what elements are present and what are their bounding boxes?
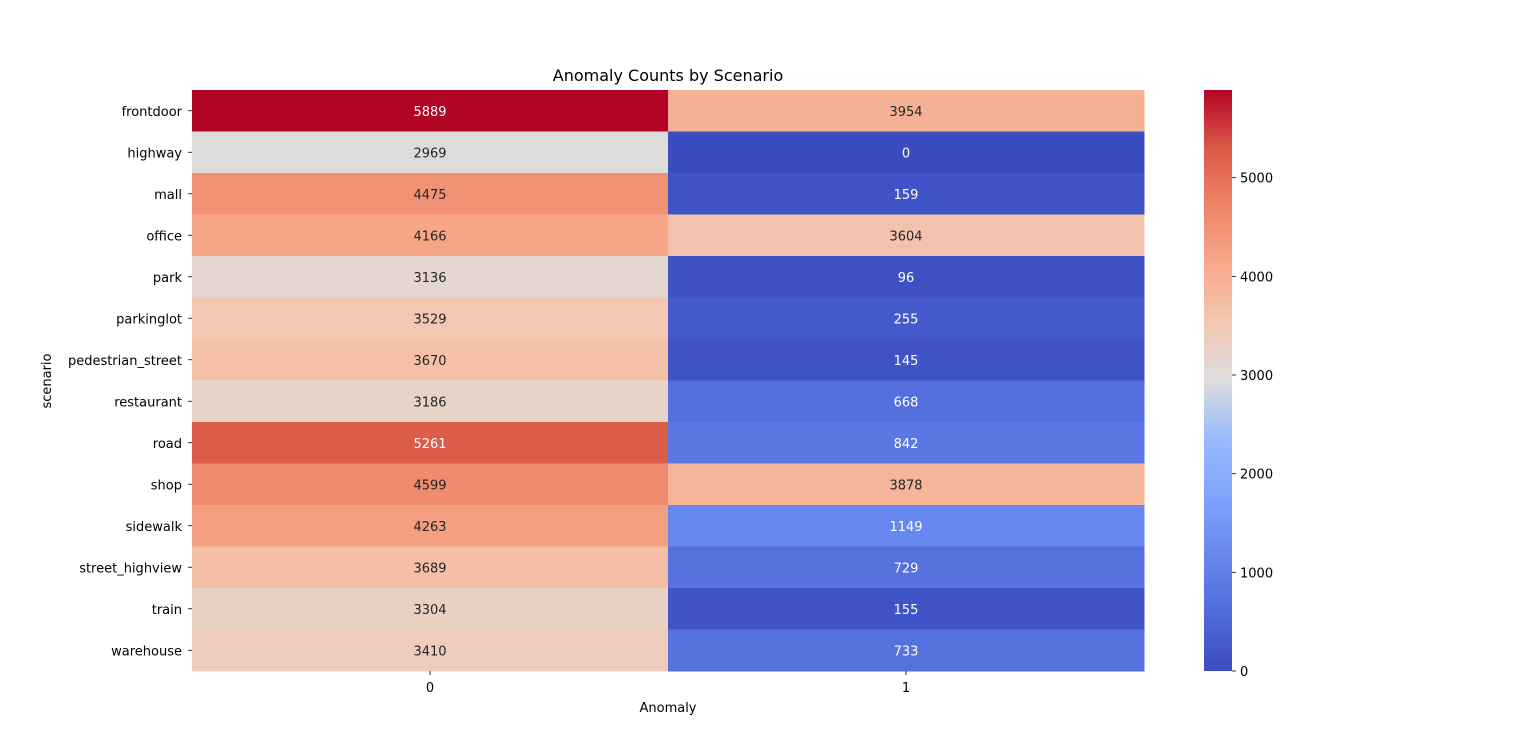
heatmap-cells: 5889 3954 2969 0 4475 159 4166 3604 3136 96 3529 25…: [192, 90, 1145, 672]
heatmap-cell: [668, 422, 1145, 464]
cell-value-label: 0: [902, 146, 910, 161]
heatmap-cell: [192, 173, 669, 215]
colorbar-tick-label: 0: [1240, 665, 1248, 680]
y-tick-label: pedestrian_street: [68, 354, 182, 369]
heatmap-cell: [668, 173, 1145, 215]
colorbar: [1204, 90, 1232, 671]
cell-value-label: 5261: [413, 437, 446, 452]
chart-title: Anomaly Counts by Scenario: [553, 66, 783, 85]
y-tick-label: sidewalk: [126, 520, 183, 535]
cell-value-label: 3529: [413, 312, 446, 327]
cell-value-label: 3186: [413, 395, 446, 410]
y-tick-label: office: [146, 229, 182, 244]
cell-value-label: 4599: [413, 478, 446, 493]
heatmap-cell: [192, 339, 669, 381]
colorbar-tick-label: 5000: [1240, 172, 1273, 187]
x-tick-label: 1: [902, 681, 910, 696]
heatmap-cell: [668, 463, 1145, 506]
heatmap-cell: [192, 214, 669, 257]
heatmap-cell: [192, 629, 669, 672]
cell-value-label: 3304: [413, 603, 446, 618]
cell-value-label: 3954: [889, 105, 922, 120]
cell-value-label: 3878: [889, 478, 922, 493]
heatmap-cell: [668, 214, 1145, 257]
heatmap-cell: [192, 505, 669, 547]
y-tick-label: street_highview: [79, 561, 182, 576]
heatmap-cell: [192, 546, 669, 589]
y-tick-label: warehouse: [111, 644, 182, 659]
y-tick-label: highway: [127, 146, 182, 161]
cell-value-label: 155: [894, 603, 919, 618]
colorbar-ticks: 0 1000 2000 3000 4000 5000: [1232, 172, 1273, 680]
cell-value-label: 3689: [413, 561, 446, 576]
colorbar-tick-label: 2000: [1240, 468, 1273, 483]
cell-value-label: 4166: [413, 229, 446, 244]
cell-value-label: 2969: [413, 146, 446, 161]
heatmap-cell: [192, 463, 669, 506]
heatmap-cell: [192, 256, 669, 298]
cell-value-label: 729: [894, 561, 919, 576]
y-tick-label: road: [153, 437, 182, 452]
heatmap-cell: [192, 380, 669, 423]
heatmap-cell: [668, 339, 1145, 381]
heatmap-cell: [192, 131, 669, 174]
heatmap-cell: [668, 90, 1145, 132]
heatmap-cell: [668, 297, 1145, 340]
heatmap-cell: [668, 131, 1145, 174]
heatmap-cell: [192, 90, 669, 132]
heatmap-cell: [668, 546, 1145, 589]
x-tick-label: 0: [426, 681, 434, 696]
y-tick-label: parkinglot: [116, 312, 182, 327]
cell-value-label: 145: [894, 354, 919, 369]
heatmap-cell: [192, 588, 669, 630]
y-tick-label: park: [153, 271, 183, 286]
cell-value-label: 3410: [413, 644, 446, 659]
x-axis-label: Anomaly: [639, 701, 696, 716]
y-axis-label: scenario: [40, 353, 55, 408]
cell-value-label: 733: [894, 644, 919, 659]
heatmap-cell: [192, 422, 669, 464]
y-tick-label: shop: [151, 478, 182, 493]
colorbar-tick-label: 1000: [1240, 566, 1273, 581]
heatmap-cell: [668, 588, 1145, 630]
heatmap-cell: [192, 297, 669, 340]
cell-value-label: 842: [894, 437, 919, 452]
y-tick-label: frontdoor: [122, 105, 183, 120]
cell-value-label: 3670: [413, 354, 446, 369]
cell-value-label: 4475: [413, 188, 446, 203]
y-tick-labels: frontdoor highway mall office park parkinglot…: [68, 105, 192, 659]
cell-value-label: 3136: [413, 271, 446, 286]
cell-value-label: 159: [894, 188, 919, 203]
cell-value-label: 255: [894, 312, 919, 327]
heatmap-cell: [668, 629, 1145, 672]
cell-value-label: 4263: [413, 520, 446, 535]
heatmap-cell: [668, 505, 1145, 547]
colorbar-tick-label: 4000: [1240, 270, 1273, 285]
cell-value-label: 3604: [889, 229, 922, 244]
heatmap-cell: [668, 256, 1145, 298]
cell-value-label: 5889: [413, 105, 446, 120]
colorbar-tick-label: 3000: [1240, 369, 1273, 384]
y-tick-label: mall: [154, 188, 182, 203]
cell-value-label: 668: [894, 395, 919, 410]
cell-value-label: 1149: [889, 520, 922, 535]
y-tick-label: train: [152, 603, 182, 618]
heatmap-cell: [668, 380, 1145, 423]
cell-value-label: 96: [898, 271, 915, 286]
y-tick-label: restaurant: [114, 395, 182, 410]
